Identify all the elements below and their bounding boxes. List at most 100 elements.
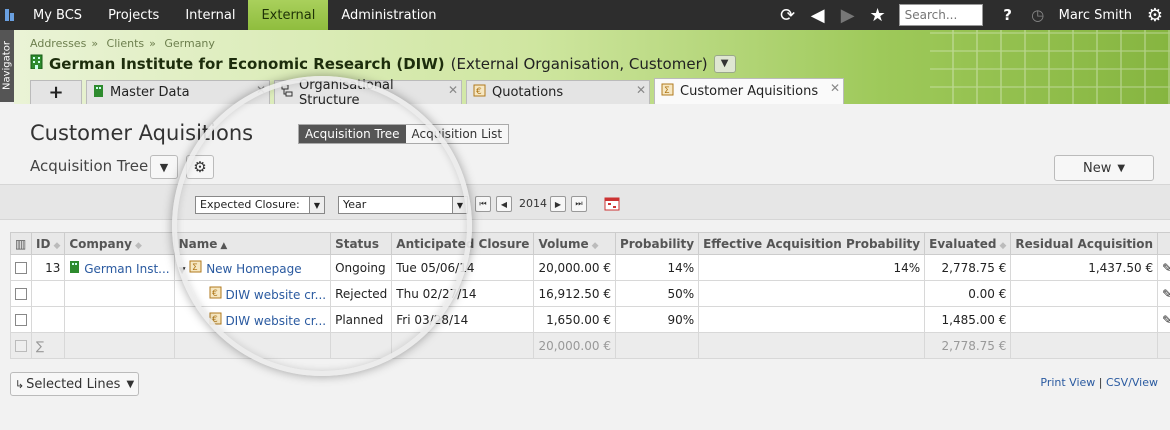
column-header-volume[interactable]: Volume ◆ [533, 232, 616, 255]
edit-column-header [1157, 232, 1170, 255]
refresh-icon[interactable]: ⟳ [780, 4, 796, 26]
main-content: Customer Aquisitions Acquisition Tree Ac… [0, 104, 1170, 430]
column-header-evaluated[interactable]: Evaluated ◆ [924, 232, 1012, 255]
cell-volume: 1,650.00 € [533, 306, 616, 333]
breadcrumb-germany[interactable]: Germany [164, 37, 215, 50]
app-logo-icon[interactable] [0, 0, 20, 30]
print-view-link[interactable]: Print View [1040, 376, 1096, 389]
table-header-row: ▥ ID ◆ Company ◆ Name ▲ Status Anticipated … [10, 232, 1170, 255]
previous-period-icon[interactable]: ◀ [496, 196, 512, 212]
tab-master-data[interactable]: Master Data ✕ [86, 80, 270, 104]
quotation-link[interactable]: DIW website cr... [225, 313, 327, 328]
column-header-anticipated-closure[interactable]: Anticipated Closure [391, 232, 535, 255]
navigator-toggle[interactable]: Navigator [0, 30, 14, 102]
tab-label: Organisational Structure [299, 77, 394, 108]
calendar-icon[interactable] [604, 197, 620, 214]
next-period-icon[interactable]: ▶ [550, 196, 566, 212]
header-label: ID [36, 236, 51, 251]
edit-pencil-icon[interactable]: ✎ [1157, 280, 1170, 307]
menu-administration[interactable]: Administration [341, 7, 437, 23]
gear-icon[interactable]: ⚙ [1146, 4, 1164, 26]
selected-lines-button[interactable]: ↳ Selected Lines ▼ [10, 372, 139, 396]
column-header-effective-probability[interactable]: Effective Acquisition Probability [698, 232, 926, 255]
cell-company[interactable]: German Inst... [64, 254, 175, 281]
tab-customer-aquisitions[interactable]: Σ Customer Aquisitions ✕ [654, 78, 844, 104]
selected-lines-label: Selected Lines [26, 376, 121, 392]
column-header-status[interactable]: Status [330, 232, 393, 255]
svg-text:€: € [212, 315, 218, 325]
first-period-icon[interactable]: ⏮ [475, 196, 491, 212]
sum-evaluated: 2,778.75 € [924, 332, 1012, 359]
row-checkbox[interactable] [15, 314, 27, 326]
cell-volume: 20,000.00 € [533, 254, 616, 281]
row-checkbox[interactable] [15, 262, 27, 274]
cell-probability: 14% [614, 254, 700, 281]
close-icon[interactable]: ✕ [447, 83, 458, 97]
chevron-down-icon: ▼ [126, 378, 135, 390]
star-icon[interactable]: ★ [869, 4, 886, 26]
company-link[interactable]: German Inst... [84, 261, 170, 276]
column-header-company[interactable]: Company ◆ [64, 232, 175, 255]
back-arrow-icon[interactable]: ◀ [810, 4, 825, 26]
acquisition-tree-toggle[interactable]: Acquisition Tree [299, 125, 406, 143]
link-separator: | [1098, 376, 1103, 389]
view-settings-button[interactable]: ⚙ [186, 155, 214, 179]
new-button[interactable]: New ▼ [1054, 155, 1154, 181]
add-tab-button[interactable]: + [30, 80, 82, 104]
breadcrumb-addresses[interactable]: Addresses [30, 37, 87, 50]
edit-pencil-icon[interactable]: ✎ [1157, 306, 1170, 333]
cell-name[interactable]: ▼ Σ New Homepage [173, 254, 332, 281]
menu-external[interactable]: External [248, 0, 329, 30]
close-icon[interactable]: ✕ [829, 81, 840, 95]
column-header-residual-acquisition[interactable]: Residual Acquisition [1010, 232, 1159, 255]
menu-internal[interactable]: Internal [185, 7, 236, 23]
acquisition-list-toggle[interactable]: Acquisition List [405, 125, 509, 143]
tab-organisational-structure[interactable]: Organisational Structure ✕ [274, 78, 462, 108]
close-icon[interactable]: ✕ [635, 83, 646, 97]
last-period-icon[interactable]: ⏭ [571, 196, 587, 212]
top-navigation-bar: My BCS Projects Internal External Admini… [0, 0, 1170, 30]
acquisition-link[interactable]: New Homepage [206, 261, 302, 276]
table-row[interactable]: € DIW website cr... Planned Fri 03/28/14… [10, 306, 1170, 333]
menu-my-bcs[interactable]: My BCS [33, 7, 83, 23]
cell-name[interactable]: € DIW website cr... [173, 280, 332, 307]
expand-triangle-icon[interactable]: ▼ [178, 265, 186, 276]
svg-text:Σ: Σ [192, 263, 198, 273]
chevron-down-icon: ▼ [159, 160, 169, 174]
cell-name[interactable]: € DIW website cr... [173, 306, 332, 333]
breadcrumb-clients[interactable]: Clients [106, 37, 145, 50]
column-header-name[interactable]: Name ▲ [173, 232, 332, 255]
table-row[interactable]: 13 German Inst... ▼ Σ New Homepage Ongoi… [10, 254, 1170, 281]
view-dropdown-button[interactable]: ▼ [150, 155, 178, 179]
help-icon[interactable]: ? [1003, 6, 1012, 24]
sum-document-icon: Σ [189, 260, 202, 276]
current-year: 2014 [519, 197, 547, 210]
chevron-down-icon[interactable]: ▼ [713, 54, 736, 73]
column-chooser-icon[interactable]: ▥ [10, 232, 32, 255]
cell-closure: Fri 03/28/14 [391, 306, 535, 333]
timer-icon[interactable]: ◷ [1031, 6, 1045, 24]
menu-projects[interactable]: Projects [108, 7, 160, 23]
close-icon[interactable]: ✕ [255, 83, 266, 97]
period-select[interactable]: Year ▼ [338, 196, 468, 214]
cell-evaluated: 2,778.75 € [924, 254, 1012, 281]
edit-pencil-icon[interactable]: ✎ [1157, 254, 1170, 281]
table-row[interactable]: € DIW website cr... Rejected Thu 02/27/1… [10, 280, 1170, 307]
column-header-probability[interactable]: Probability [614, 232, 700, 255]
user-name[interactable]: Marc Smith [1058, 7, 1132, 23]
header-label: Status [335, 236, 379, 251]
date-field-select[interactable]: Expected Closure: ▼ [195, 196, 325, 214]
tab-label: Master Data [110, 85, 190, 100]
csv-view-link[interactable]: CSV/View [1106, 376, 1158, 389]
row-checkbox[interactable] [15, 288, 27, 300]
return-arrow-icon: ↳ [14, 377, 25, 391]
cell-closure: Tue 05/06/14 [391, 254, 535, 281]
forward-arrow-icon[interactable]: ▶ [840, 4, 855, 26]
column-header-id[interactable]: ID ◆ [30, 232, 66, 255]
quotation-link[interactable]: DIW website cr... [225, 287, 327, 302]
period-value: Year [343, 198, 367, 211]
tab-quotations[interactable]: € Quotations ✕ [466, 80, 650, 104]
view-subtitle: Acquisition Tree [30, 157, 149, 175]
search-input[interactable] [898, 4, 983, 26]
building-icon [69, 260, 80, 276]
